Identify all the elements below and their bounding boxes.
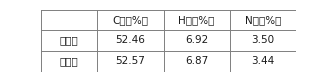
Text: 52.46: 52.46 bbox=[115, 35, 145, 45]
Text: 实际值: 实际值 bbox=[60, 56, 79, 67]
Text: 52.57: 52.57 bbox=[115, 56, 145, 67]
Text: 6.92: 6.92 bbox=[185, 35, 208, 45]
Text: 3.50: 3.50 bbox=[251, 35, 274, 45]
Text: C：（%）: C：（%） bbox=[113, 15, 148, 25]
Text: N：（%）: N：（%） bbox=[245, 15, 281, 25]
Text: 3.44: 3.44 bbox=[251, 56, 275, 67]
Text: H：（%）: H：（%） bbox=[178, 15, 215, 25]
Text: 6.87: 6.87 bbox=[185, 56, 208, 67]
Text: 理论值: 理论值 bbox=[60, 35, 79, 45]
